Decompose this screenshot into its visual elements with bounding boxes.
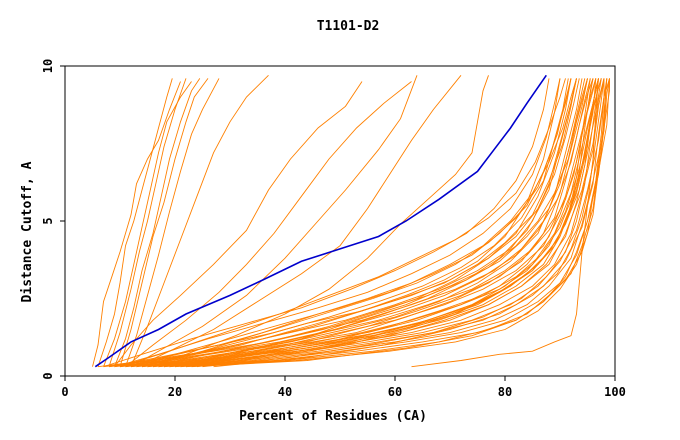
series-line-52: [202, 78, 599, 368]
series-line-16: [108, 78, 577, 368]
x-tick-label: 100: [604, 385, 626, 399]
series-line-41: [125, 78, 572, 368]
series-line-2: [97, 78, 173, 367]
series-line-25: [158, 78, 610, 368]
series-line-12: [136, 75, 462, 368]
y-tick-label: 5: [41, 217, 55, 224]
series-line-58: [213, 78, 605, 368]
series-line-38: [174, 78, 602, 368]
series-line-7: [125, 78, 220, 367]
series-line-39: [103, 78, 550, 368]
chart-title: T1101-D2: [317, 19, 380, 34]
x-tick-label: 0: [61, 385, 68, 399]
series-line-59: [411, 78, 599, 368]
series-line-10: [125, 81, 412, 368]
series-line-50: [163, 78, 588, 368]
series-line-31: [191, 78, 605, 368]
x-axis: 0 20 40 60 80 100: [61, 376, 626, 399]
series-group: [92, 74, 610, 368]
series-line-56: [114, 78, 569, 368]
x-axis-label: Percent of Residues (CA): [239, 409, 427, 424]
series-line-17: [114, 78, 583, 368]
series-line-46: [180, 78, 602, 368]
series-line-33: [119, 78, 577, 368]
series-line-55: [169, 78, 599, 368]
series-line-51: [185, 78, 597, 368]
series-line-22: [141, 78, 605, 368]
series-line-highlight: [94, 74, 547, 368]
x-tick-label: 40: [278, 385, 292, 399]
series-line-15: [103, 78, 572, 368]
series-line-11: [130, 75, 418, 368]
x-tick-label: 60: [388, 385, 402, 399]
series-line-30: [185, 78, 608, 368]
series-line-32: [108, 78, 572, 368]
series-line-48: [119, 78, 566, 368]
x-tick-label: 80: [498, 385, 512, 399]
series-line-27: [169, 78, 610, 368]
series-line-21: [136, 78, 599, 368]
series-line-5: [114, 78, 201, 367]
series-line-20: [130, 78, 599, 368]
series-line-45: [169, 78, 597, 368]
series-line-1: [92, 81, 181, 367]
series-line-9: [114, 81, 363, 367]
series-line-43: [147, 78, 588, 368]
series-line-3: [103, 81, 192, 367]
series-line-57: [125, 78, 577, 368]
y-tick-label: 0: [41, 372, 55, 379]
y-axis-label: Distance Cutoff, A: [20, 161, 35, 302]
series-line-6: [119, 78, 209, 367]
series-line-4: [108, 78, 187, 367]
series-line-36: [152, 78, 597, 368]
series-line-37: [163, 78, 599, 368]
series-line-35: [141, 78, 591, 368]
series-line-40: [114, 78, 561, 368]
series-line-13: [141, 75, 489, 368]
series-line-54: [158, 78, 594, 368]
y-axis: 0 5 10: [41, 59, 65, 380]
series-line-49: [141, 78, 577, 368]
y-tick-label: 10: [41, 59, 55, 73]
series-line-42: [136, 78, 580, 368]
series-line-28: [174, 78, 610, 368]
x-tick-label: 20: [168, 385, 182, 399]
series-line-8: [130, 74, 269, 367]
